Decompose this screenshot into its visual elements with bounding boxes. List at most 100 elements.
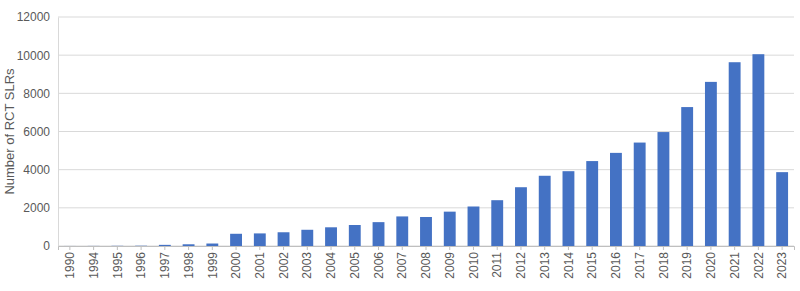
x-tick: 1996 [134, 246, 148, 279]
bar [468, 206, 480, 246]
bar [420, 217, 432, 246]
y-tick-label: 8000 [23, 87, 50, 101]
bar [230, 234, 242, 246]
bar [349, 225, 361, 246]
x-tick-label: 2014 [562, 252, 576, 279]
y-tick: 4000 [23, 163, 58, 177]
x-tick: 1990 [63, 246, 77, 279]
x-tick-label: 1995 [111, 252, 125, 279]
x-tick-label: 2007 [395, 252, 409, 279]
y-tick: 0 [43, 239, 58, 253]
x-tick-label: 1999 [206, 252, 220, 279]
x-tick: 1997 [158, 246, 172, 279]
bar [729, 62, 741, 246]
y-tick-label: 12000 [17, 10, 51, 24]
x-tick-mark [710, 246, 711, 250]
x-tick-mark [283, 246, 284, 250]
bar [491, 200, 503, 246]
y-tick: 12000 [17, 10, 58, 24]
x-tick-mark [687, 246, 688, 250]
y-axis-title: Number of RCT SLRs [2, 68, 17, 195]
bar [64, 245, 76, 246]
x-tick-mark [117, 246, 118, 250]
y-tick: 8000 [23, 87, 58, 101]
bar [373, 222, 385, 246]
bar [539, 176, 551, 246]
x-tick-mark [188, 246, 189, 250]
x-tick: 2001 [253, 246, 267, 279]
bar [634, 143, 646, 246]
x-tick: 2019 [680, 246, 694, 279]
x-tick-mark [568, 246, 569, 250]
x-tick-mark [758, 246, 759, 250]
x-tick-label: 1998 [182, 252, 196, 279]
x-tick: 2021 [728, 246, 742, 279]
bar [586, 161, 598, 246]
y-tick: 2000 [23, 201, 58, 215]
x-tick-label: 1997 [158, 252, 172, 279]
bar [254, 233, 266, 246]
x-tick-mark [639, 246, 640, 250]
bar [657, 132, 669, 246]
x-tick: 2010 [467, 246, 481, 279]
x-tick-mark [331, 246, 332, 250]
x-tick: 2013 [538, 246, 552, 279]
grid-line [58, 93, 794, 94]
x-tick-mark [164, 246, 165, 250]
bar [681, 107, 693, 246]
x-tick: 2023 [775, 246, 789, 279]
x-tick-mark [259, 246, 260, 250]
x-tick-label: 2022 [752, 252, 766, 279]
bar [776, 172, 788, 246]
x-tick: 2011 [490, 246, 504, 278]
x-axis: 1990199419951996199719981999200020012002… [59, 246, 795, 279]
x-tick: 2004 [324, 246, 338, 279]
x-tick-label: 2018 [657, 252, 671, 279]
bar [183, 244, 195, 246]
x-tick-label: 2009 [443, 252, 457, 279]
bar [88, 245, 100, 246]
chart: 0200040006000800010000120001990199419951… [0, 0, 800, 291]
x-tick-mark [307, 246, 308, 250]
bar [159, 245, 171, 246]
bar [752, 54, 764, 246]
bar [206, 244, 218, 246]
x-tick: 2009 [443, 246, 457, 279]
x-tick-mark [236, 246, 237, 250]
y-tick-label: 0 [43, 239, 50, 253]
x-tick-mark [212, 246, 213, 250]
x-tick-label: 1996 [134, 252, 148, 279]
bar [111, 245, 123, 246]
bar [278, 232, 290, 246]
y-tick-label: 10000 [17, 49, 51, 63]
x-tick-label: 2019 [680, 252, 694, 279]
x-tick-label: 2004 [324, 252, 338, 279]
bar [563, 171, 575, 246]
x-tick-label: 2006 [372, 252, 386, 279]
x-tick: 2018 [657, 246, 671, 279]
x-axis-line [59, 247, 795, 251]
x-tick-label: 2010 [467, 252, 481, 279]
x-tick-label: 2011 [490, 252, 504, 278]
x-tick-mark [93, 246, 94, 250]
x-tick: 2022 [752, 246, 766, 279]
x-tick-label: 2012 [514, 252, 528, 279]
x-tick: 2000 [229, 246, 243, 279]
x-tick-label: 2023 [775, 252, 789, 279]
x-tick: 2020 [704, 246, 718, 279]
x-tick: 2012 [514, 246, 528, 279]
plot-area: 0200040006000800010000120001990199419951… [17, 10, 795, 278]
bar [396, 216, 408, 246]
y-tick-label: 4000 [23, 163, 50, 177]
grid-line [58, 17, 794, 18]
x-tick-label: 1990 [63, 252, 77, 279]
x-tick: 1994 [87, 246, 101, 279]
x-tick-label: 2020 [704, 252, 718, 279]
x-tick-mark [449, 246, 450, 250]
x-tick: 2014 [562, 246, 576, 279]
x-tick: 1998 [182, 246, 196, 279]
x-tick-label: 2000 [229, 252, 243, 279]
x-tick-label: 2003 [300, 252, 314, 279]
bar [705, 82, 717, 246]
bar [135, 245, 147, 246]
